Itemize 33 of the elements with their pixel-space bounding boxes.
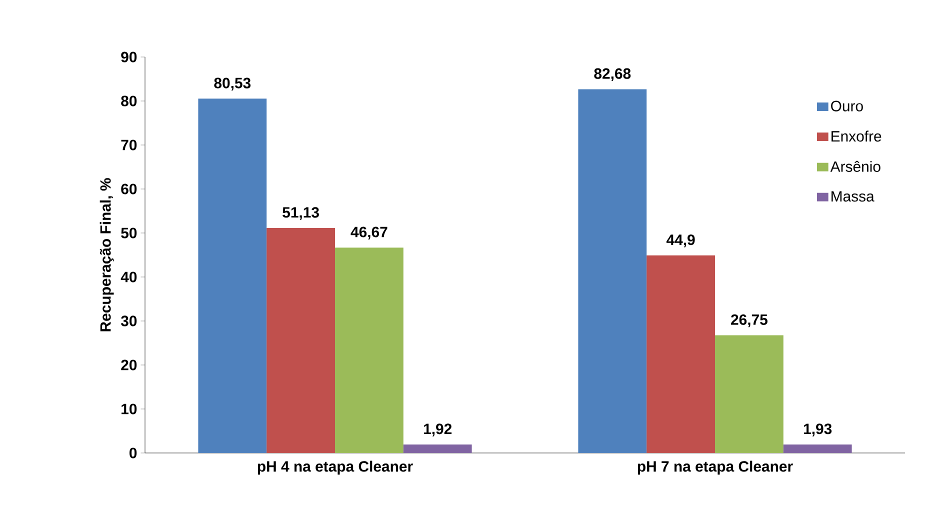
bar <box>335 248 404 453</box>
data-label: 51,13 <box>282 207 319 220</box>
bar <box>715 335 784 453</box>
y-tick-label: 60 <box>121 184 137 194</box>
data-label: 44,9 <box>666 234 695 248</box>
y-tick-label: 40 <box>120 272 137 282</box>
bar <box>266 228 336 453</box>
legend-label: Massa <box>832 191 874 202</box>
y-tick-label: 20 <box>121 360 137 370</box>
y-tick-label: 90 <box>121 52 137 62</box>
data-label: 1,92 <box>424 424 452 436</box>
data-label: 80,53 <box>214 78 251 90</box>
data-label: 26,75 <box>731 314 768 328</box>
y-tick-label: 70 <box>121 140 137 150</box>
bar <box>198 98 267 453</box>
bar <box>646 255 716 453</box>
data-label: 82,68 <box>594 68 631 82</box>
data-label: 1,93 <box>804 424 832 436</box>
x-tick-label: pH 4 na etapa Cleaner <box>258 460 413 475</box>
data-label: 46,67 <box>350 226 388 240</box>
y-tick-label: 0 <box>130 448 137 458</box>
bar <box>578 89 647 453</box>
legend-label: Arsênio <box>830 160 880 172</box>
y-tick-label: 30 <box>120 316 137 326</box>
y-tick-label: 50 <box>121 228 137 238</box>
x-tick-label: pH 7 na etapa Cleaner <box>638 460 793 475</box>
legend-label: Ouro <box>831 100 863 112</box>
legend-label: Enxofre <box>832 130 882 142</box>
bar <box>403 444 472 453</box>
bar <box>783 444 852 453</box>
y-tick-label: 80 <box>121 96 137 106</box>
y-tick-label: 10 <box>122 404 137 414</box>
y-axis-title: Recuperação Final, % <box>100 178 114 332</box>
